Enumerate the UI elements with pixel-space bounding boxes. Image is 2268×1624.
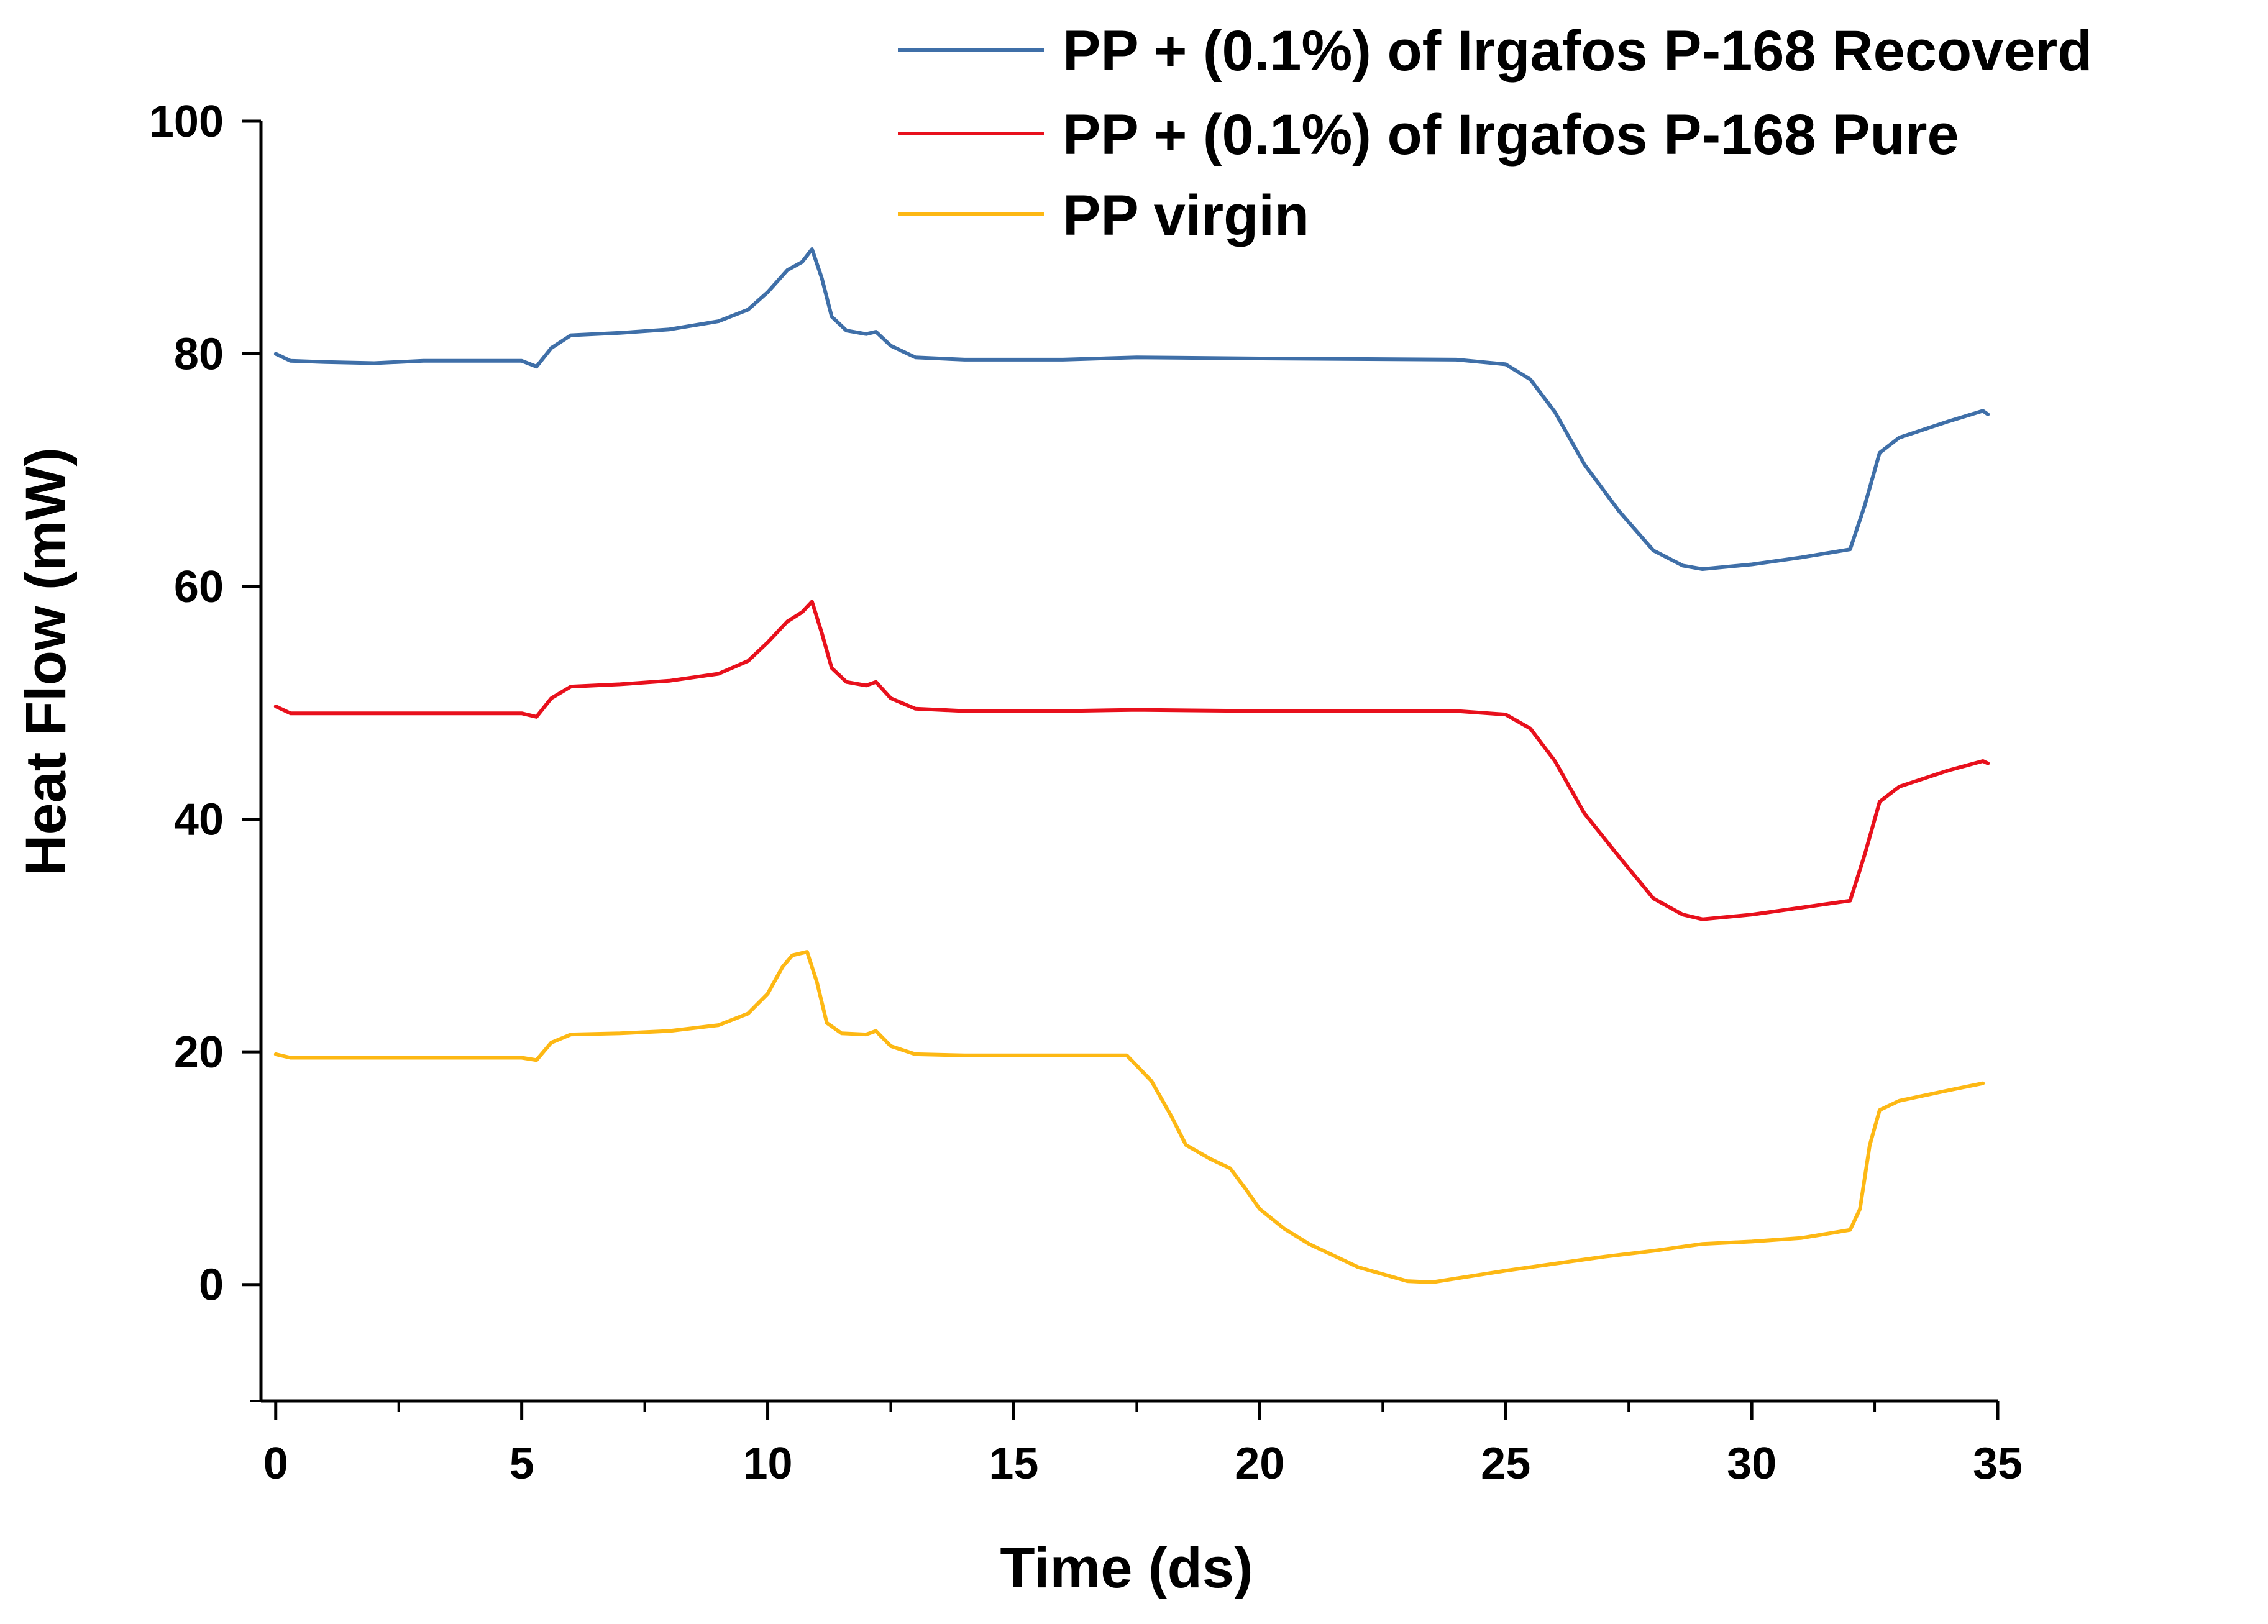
legend: PP + (0.1%) of Irgafos P-168 Recoverd PP … [898,19,2092,247]
y-tick-label-60: 60 [174,562,224,612]
x-tick-label-30: 30 [1727,1439,1776,1489]
series-line-1 [273,247,1990,571]
series-line-2 [273,600,1990,921]
y-tick-label-100: 100 [149,97,224,147]
y-axis-title: Heat Flow (mW) [14,447,78,876]
x-tick-label-20: 20 [1235,1439,1284,1489]
series-layer [273,247,1990,1284]
y-tick-label-0: 0 [199,1261,224,1310]
y-tick-label-20: 20 [174,1028,224,1077]
x-tick-label-0: 0 [263,1439,288,1489]
series-line-3 [273,950,1985,1284]
x-tick-label-25: 25 [1481,1439,1530,1489]
legend-label-1: PP + (0.1%) of Irgafos P-168 Recoverd [1063,19,2092,83]
x-tick-label-10: 10 [743,1439,792,1489]
x-axis-title: Time (ds) [1000,1536,1253,1600]
legend-label-3: PP virgin [1063,184,1309,247]
y-tick-label-80: 80 [174,330,224,380]
y-tick-label-40: 40 [174,795,224,845]
legend-label-2: PP + (0.1%) of Irgafos P-168 Pure [1063,103,1959,167]
x-tick-label-5: 5 [510,1439,534,1489]
x-tick-label-15: 15 [989,1439,1038,1489]
axes-layer: 0 5 10 15 20 25 30 35 0 20 40 60 80 100 [149,97,2023,1489]
x-tick-label-35: 35 [1973,1439,2023,1489]
